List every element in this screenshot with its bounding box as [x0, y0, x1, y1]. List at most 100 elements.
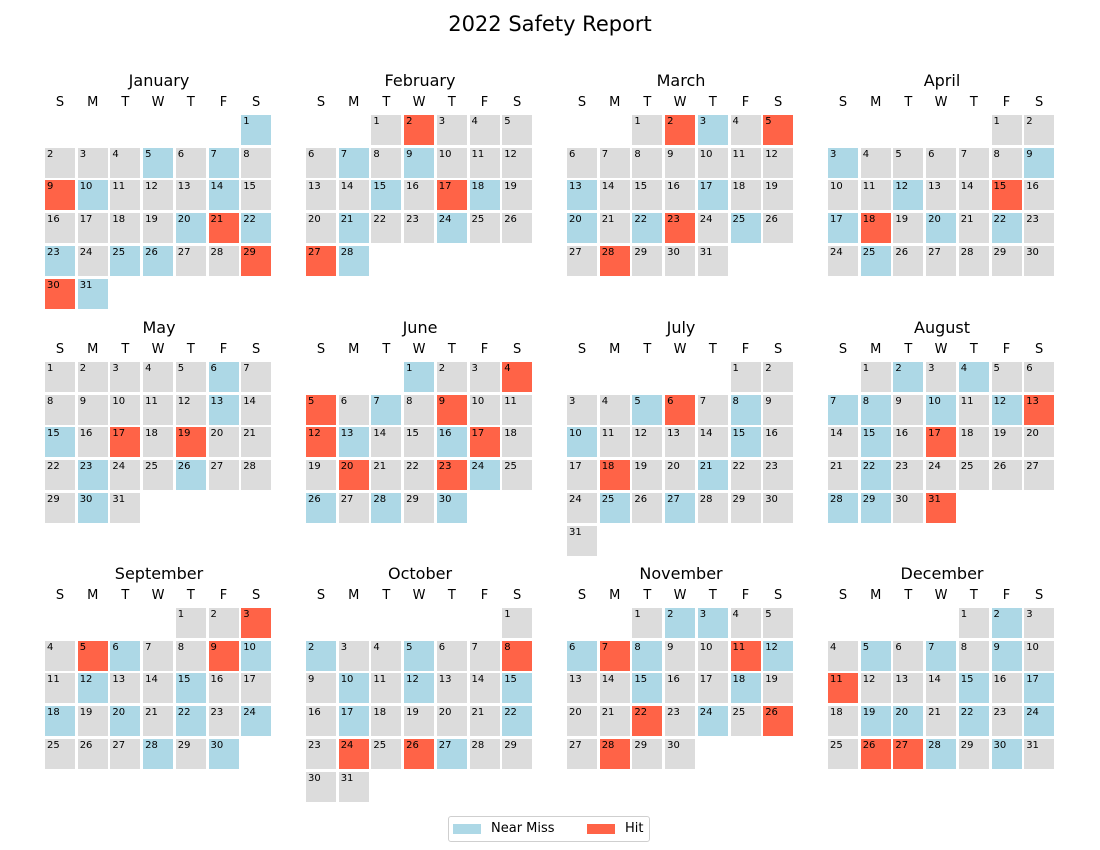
day-number: 2: [47, 148, 54, 160]
day-cell-none: 9: [665, 147, 696, 178]
day-cell-none: 16: [306, 706, 336, 737]
day-cell-near-miss: 7: [338, 147, 369, 178]
day-cell-near-miss: 22: [958, 706, 989, 737]
weekday-label: T: [969, 95, 978, 110]
day-number: 30: [895, 493, 909, 505]
day-number: 8: [862, 395, 870, 407]
day-number: 5: [79, 641, 87, 653]
weekday-label: T: [121, 95, 130, 110]
day-number: 17: [928, 428, 941, 440]
day-cell-none: 12: [860, 673, 891, 704]
legend-swatch: [587, 824, 615, 834]
day-number: 28: [471, 739, 485, 751]
day-number: 25: [471, 214, 485, 226]
day-number: 3: [471, 363, 478, 374]
day-number: 18: [47, 707, 60, 719]
day-cell-none: 25: [502, 460, 533, 491]
day-cell-none: 7: [697, 394, 728, 425]
day-cell-none: 31: [567, 525, 597, 556]
day-number: 1: [634, 116, 641, 127]
day-number: 19: [177, 428, 191, 440]
day-cell-none: 6: [436, 640, 467, 671]
day-cell-near-miss: 27: [436, 738, 467, 769]
day-number: 28: [601, 246, 615, 258]
day-number: 22: [177, 707, 191, 719]
day-number: 10: [830, 181, 843, 193]
day-number: 21: [699, 461, 713, 473]
legend: Near Miss Hit: [448, 816, 650, 842]
day-cell-near-miss: 13: [338, 427, 369, 458]
day-cell-near-miss: 28: [828, 492, 858, 523]
day-cell-hit: 17: [436, 180, 467, 211]
day-number: 24: [699, 214, 713, 226]
day-cell-none: 29: [502, 738, 533, 769]
day-cell-none: 16: [1024, 180, 1055, 211]
day-cell-none: 16: [77, 427, 108, 458]
day-cell-none: 21: [958, 213, 989, 244]
day-cell-near-miss: 17: [697, 180, 728, 211]
weekday-label: M: [870, 95, 882, 110]
day-cell-hit: 27: [306, 245, 336, 276]
day-cell-none: 21: [599, 213, 630, 244]
day-number: 29: [634, 739, 648, 751]
day-number: 30: [47, 279, 60, 291]
day-cell-near-miss: 4: [958, 362, 989, 392]
day-cell-near-miss: 24: [241, 706, 272, 737]
day-number: 27: [308, 246, 321, 258]
day-number: 23: [1026, 214, 1039, 226]
weekday-label: M: [87, 588, 99, 603]
day-number: 27: [667, 493, 680, 505]
day-cell-none: 9: [306, 673, 336, 704]
day-number: 6: [438, 641, 446, 653]
day-cell-near-miss: 6: [567, 640, 597, 671]
day-number: 31: [340, 772, 354, 784]
day-number: 3: [1026, 609, 1033, 620]
day-number: 28: [373, 493, 387, 505]
day-cell-near-miss: 30: [991, 738, 1022, 769]
day-cell-near-miss: 26: [306, 492, 336, 523]
day-cell-none: 26: [77, 738, 108, 769]
day-number: 19: [765, 181, 778, 193]
month-title: March: [656, 71, 706, 90]
day-number: 3: [243, 609, 250, 620]
day-cell-near-miss: 7: [926, 640, 957, 671]
day-number: 9: [895, 395, 902, 407]
day-number: 30: [765, 493, 778, 505]
day-cell-none: 16: [893, 427, 924, 458]
weekday-label: S: [316, 342, 326, 357]
day-cell-none: 21: [926, 706, 957, 737]
day-cell-hit: 18: [599, 460, 630, 491]
day-cell-hit: 9: [45, 180, 75, 211]
day-cell-none: 27: [1024, 460, 1055, 491]
day-cell-none: 4: [730, 608, 761, 638]
day-cell-none: 16: [404, 180, 435, 211]
day-cell-hit: 26: [763, 706, 794, 737]
day-number: 16: [1026, 181, 1039, 193]
day-number: 5: [862, 641, 870, 653]
day-number: 21: [243, 428, 256, 440]
day-cell-none: 29: [632, 738, 663, 769]
day-cell-none: 19: [991, 427, 1022, 458]
day-number: 16: [79, 428, 93, 440]
day-number: 7: [471, 641, 478, 653]
day-cell-near-miss: 17: [828, 213, 858, 244]
day-cell-near-miss: 25: [860, 245, 891, 276]
day-number: 25: [504, 461, 517, 473]
day-number: 19: [862, 707, 876, 719]
day-cell-none: 28: [241, 460, 272, 491]
day-cell-near-miss: 7: [371, 394, 402, 425]
weekday-label: S: [55, 342, 65, 357]
day-cell-none: 2: [1024, 115, 1055, 145]
day-cell-none: 24: [110, 460, 141, 491]
day-cell-near-miss: 17: [1024, 673, 1055, 704]
day-number: 19: [504, 181, 517, 193]
day-cell-none: 20: [567, 706, 597, 737]
day-cell-none: 8: [991, 147, 1022, 178]
day-number: 18: [471, 181, 485, 193]
day-cell-none: 29: [632, 245, 663, 276]
day-number: 19: [634, 461, 648, 473]
day-cell-none: 16: [665, 180, 696, 211]
day-number: 26: [895, 246, 909, 258]
day-number: 19: [145, 214, 158, 226]
day-cell-none: 2: [436, 362, 467, 392]
